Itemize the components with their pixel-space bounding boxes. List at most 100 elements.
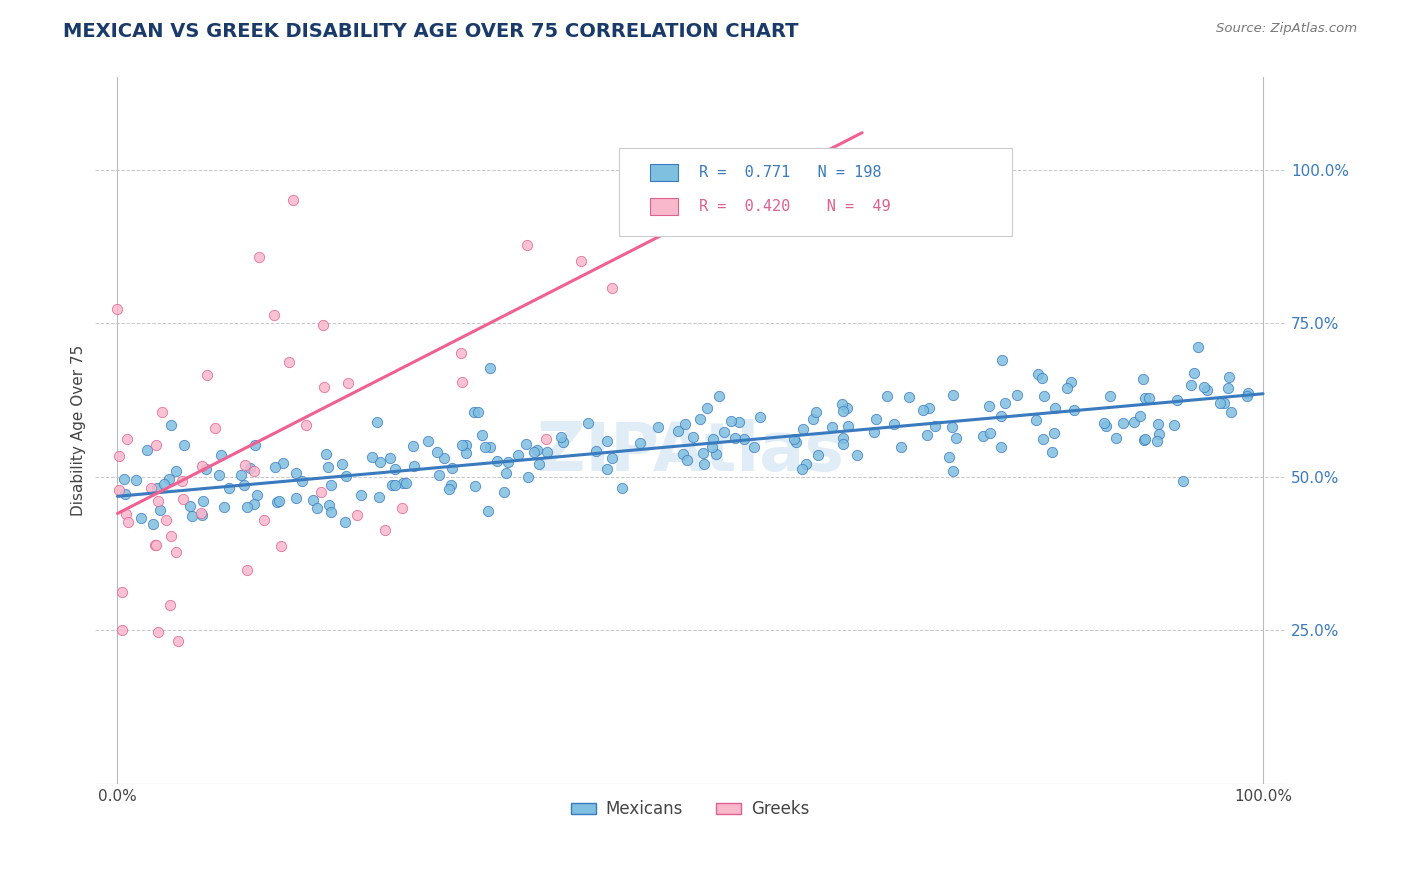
- Point: [494, 485, 516, 500]
- Point: [1111, 416, 1133, 430]
- Point: [114, 507, 136, 521]
- Point: [378, 451, 401, 466]
- Point: [1005, 388, 1028, 402]
- Point: [1237, 386, 1260, 401]
- Point: [527, 457, 550, 471]
- Point: [467, 405, 489, 419]
- Point: [702, 432, 724, 446]
- Point: [173, 437, 195, 451]
- Point: [235, 563, 257, 577]
- Point: [551, 435, 574, 450]
- Point: [1133, 432, 1156, 446]
- Point: [696, 401, 718, 415]
- Point: [917, 401, 939, 415]
- Point: [1147, 417, 1170, 431]
- Point: [433, 451, 456, 466]
- FancyBboxPatch shape: [650, 164, 678, 181]
- Point: [368, 455, 391, 469]
- Point: [515, 436, 537, 450]
- Point: [195, 368, 218, 382]
- Point: [179, 499, 201, 513]
- Point: [333, 515, 356, 529]
- Point: [682, 430, 704, 444]
- Point: [204, 421, 226, 435]
- Point: [111, 584, 134, 599]
- Point: [330, 457, 353, 471]
- Point: [576, 416, 599, 430]
- Point: [1194, 380, 1216, 394]
- Point: [209, 448, 232, 462]
- Point: [1031, 371, 1053, 385]
- Point: [157, 472, 180, 486]
- Point: [426, 445, 449, 459]
- Point: [112, 472, 135, 486]
- Point: [924, 419, 946, 434]
- Point: [439, 483, 461, 497]
- Point: [427, 468, 450, 483]
- Point: [1026, 367, 1049, 381]
- Point: [315, 447, 337, 461]
- Point: [792, 422, 814, 436]
- Point: [526, 443, 548, 458]
- Point: [107, 483, 129, 497]
- Point: [911, 402, 934, 417]
- Point: [1095, 418, 1118, 433]
- Point: [832, 404, 855, 418]
- Point: [350, 488, 373, 502]
- Legend: Mexicans, Greeks: Mexicans, Greeks: [564, 794, 817, 825]
- Point: [1122, 415, 1144, 429]
- Point: [243, 496, 266, 510]
- Point: [253, 513, 276, 527]
- Point: [148, 625, 170, 640]
- Point: [264, 459, 287, 474]
- Point: [516, 237, 538, 252]
- Point: [145, 538, 167, 552]
- Point: [485, 454, 508, 468]
- Point: [149, 502, 172, 516]
- Point: [1218, 381, 1240, 395]
- Point: [1180, 377, 1202, 392]
- Point: [990, 440, 1012, 454]
- Point: [129, 511, 152, 525]
- Point: [166, 464, 188, 478]
- Text: Source: ZipAtlas.com: Source: ZipAtlas.com: [1216, 22, 1357, 36]
- Point: [150, 404, 173, 418]
- Point: [807, 449, 830, 463]
- Point: [883, 417, 905, 432]
- Point: [381, 478, 404, 492]
- Point: [159, 417, 181, 432]
- Point: [160, 529, 183, 543]
- Point: [1025, 413, 1047, 427]
- Point: [596, 434, 619, 449]
- Point: [689, 411, 711, 425]
- Point: [792, 462, 814, 476]
- Point: [159, 598, 181, 612]
- Point: [366, 415, 388, 429]
- Point: [728, 415, 751, 429]
- Point: [391, 501, 413, 516]
- Point: [441, 461, 464, 475]
- Point: [247, 250, 270, 264]
- Point: [647, 420, 669, 434]
- Point: [666, 424, 689, 438]
- Point: [550, 430, 572, 444]
- Point: [243, 438, 266, 452]
- Point: [749, 410, 772, 425]
- Text: MEXICAN VS GREEK DISABILITY AGE OVER 75 CORRELATION CHART: MEXICAN VS GREEK DISABILITY AGE OVER 75 …: [63, 22, 799, 41]
- Point: [246, 488, 269, 502]
- Point: [232, 477, 254, 491]
- Point: [477, 504, 499, 518]
- Point: [534, 432, 557, 446]
- Point: [451, 437, 474, 451]
- Point: [495, 466, 517, 480]
- Point: [733, 432, 755, 446]
- Point: [672, 447, 695, 461]
- Point: [239, 460, 262, 475]
- Point: [1129, 409, 1152, 423]
- Point: [803, 411, 825, 425]
- Point: [994, 396, 1017, 410]
- Point: [450, 346, 472, 360]
- Point: [1092, 416, 1115, 430]
- Point: [845, 448, 868, 462]
- Point: [990, 409, 1012, 423]
